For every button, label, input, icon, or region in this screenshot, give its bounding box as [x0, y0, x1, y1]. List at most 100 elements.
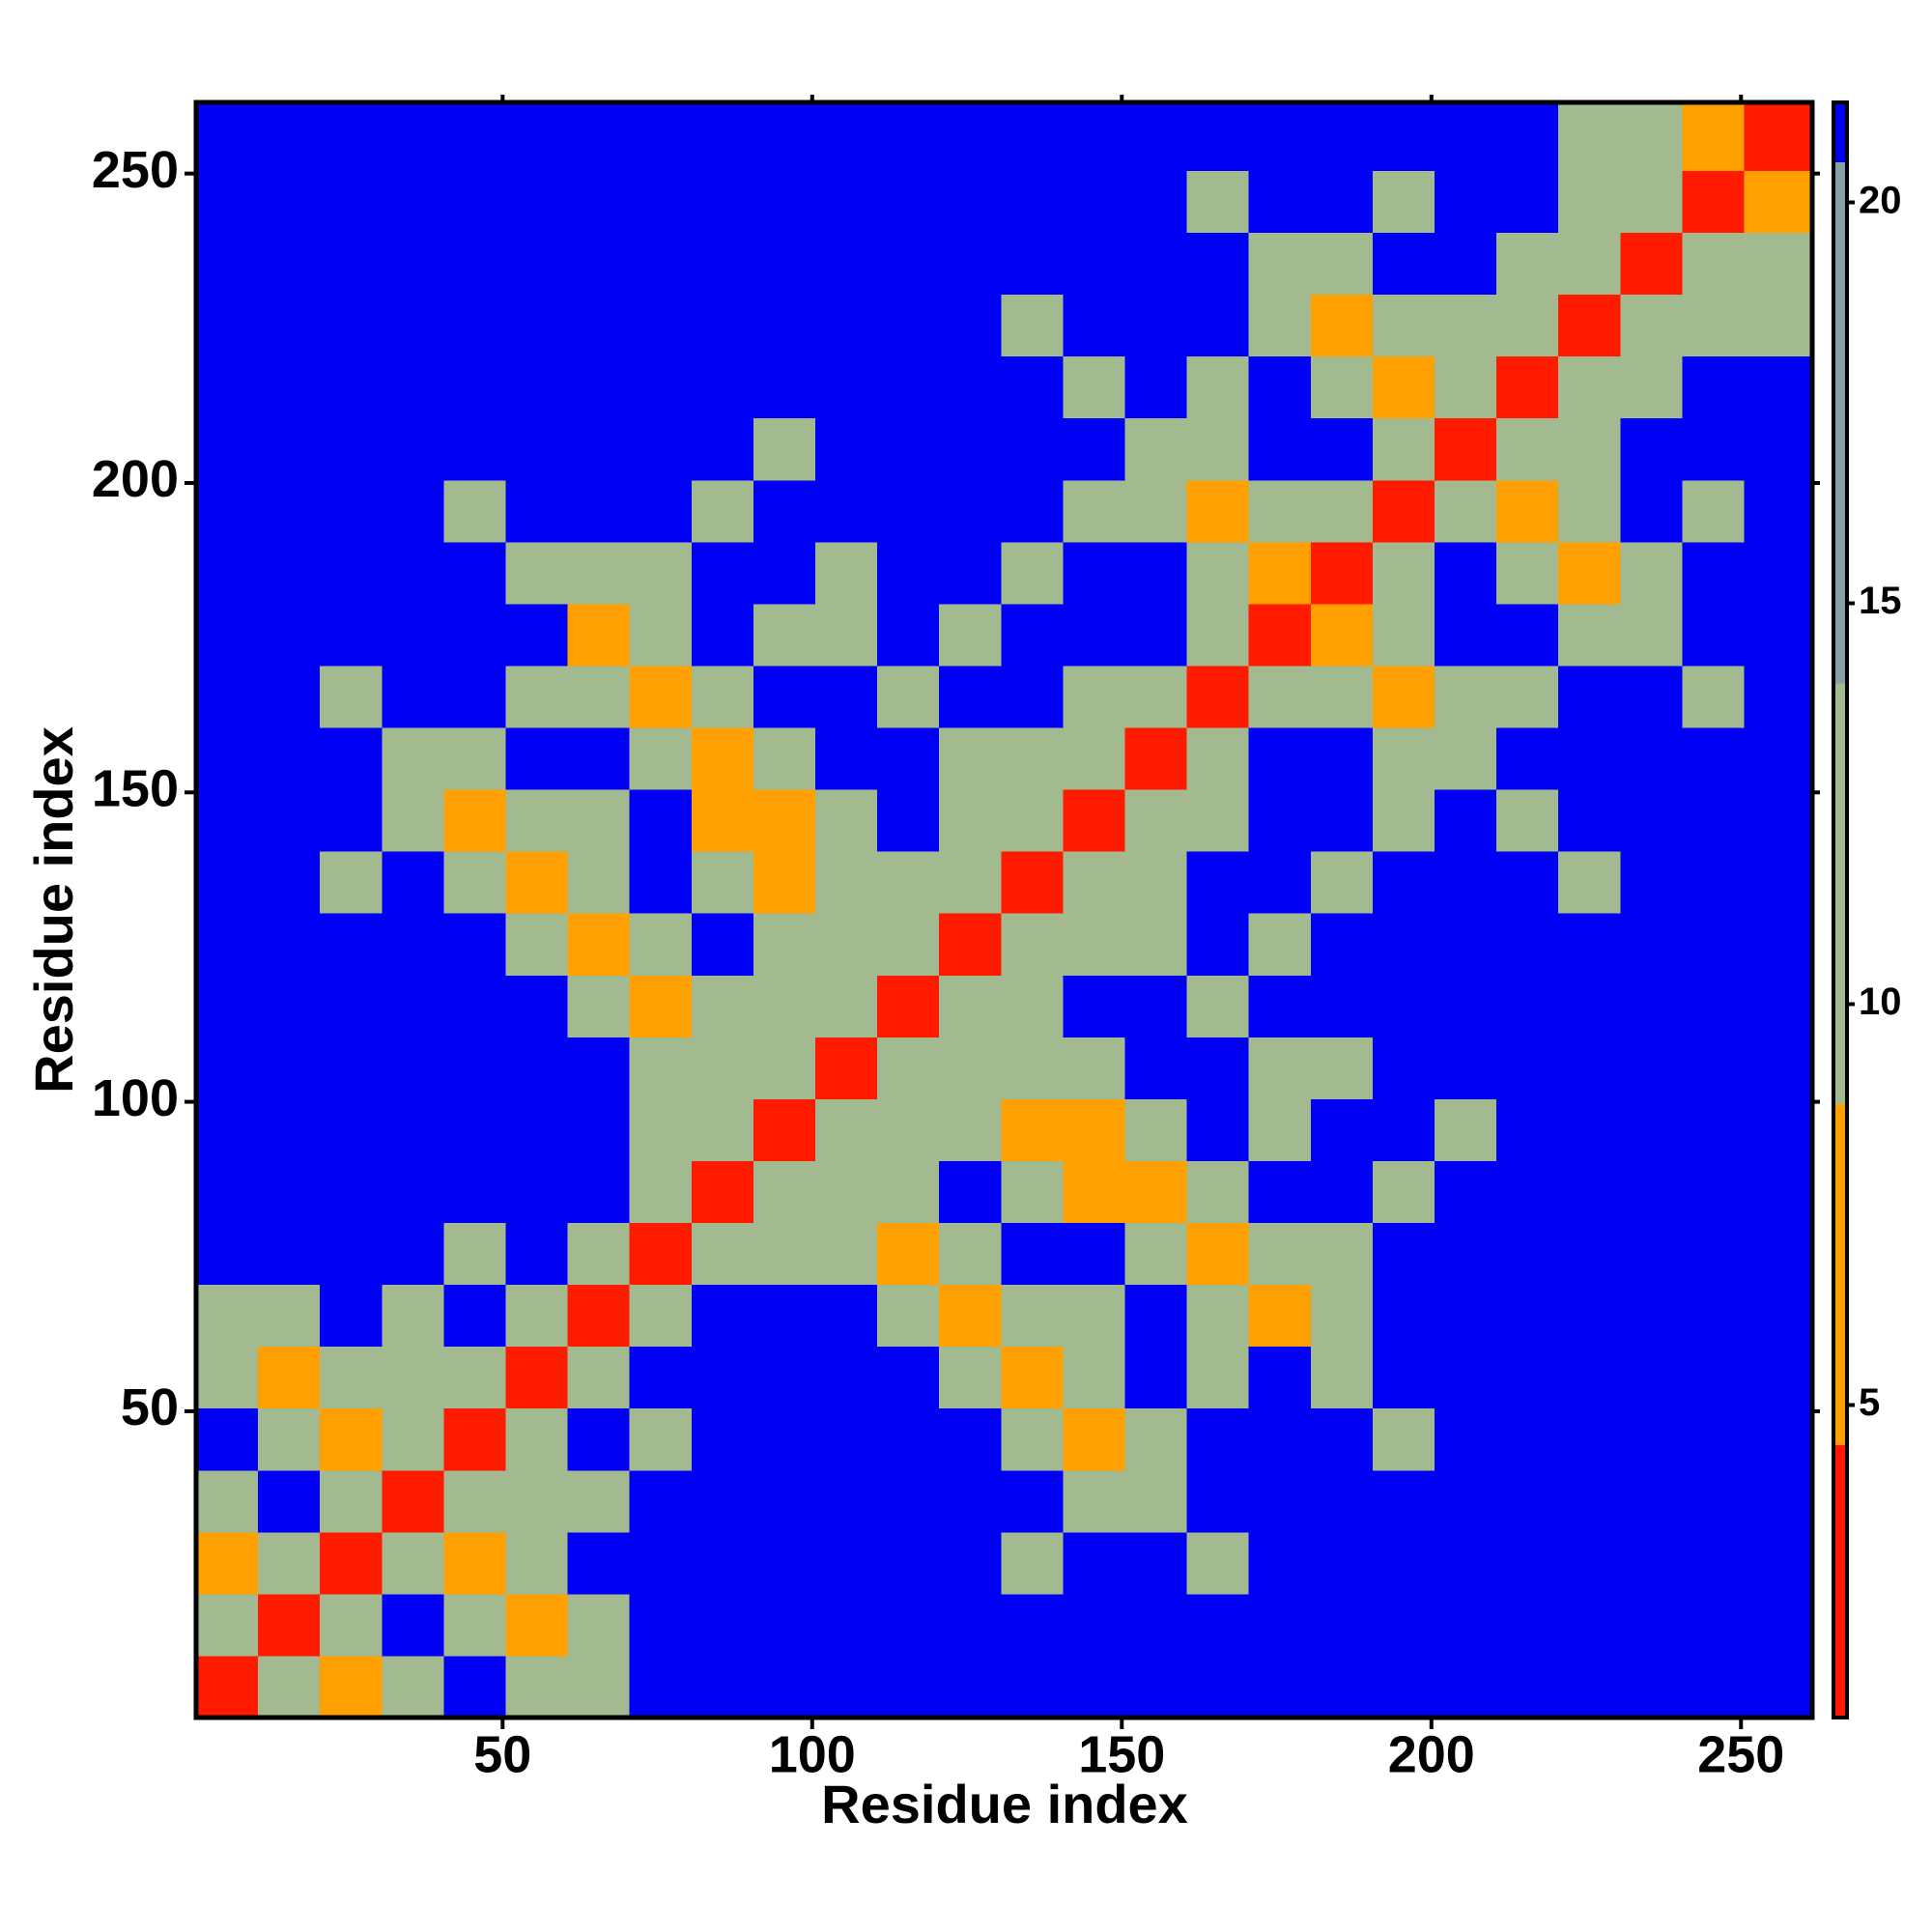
- cell: [629, 1531, 693, 1595]
- cell: [1682, 479, 1745, 543]
- cell: [691, 417, 754, 481]
- cell: [505, 170, 569, 234]
- cell: [1558, 1407, 1621, 1471]
- cell: [1744, 789, 1813, 852]
- cell: [1744, 541, 1813, 605]
- cell: [629, 665, 693, 728]
- cell: [1434, 975, 1497, 1037]
- cell: [1310, 294, 1374, 357]
- cell: [382, 1346, 444, 1409]
- cell: [1496, 294, 1559, 357]
- cell: [1682, 1160, 1745, 1224]
- cell: [1310, 1098, 1374, 1161]
- cell: [1310, 1531, 1374, 1595]
- x-tick-label: 150: [1078, 1725, 1165, 1783]
- cell: [1124, 1531, 1188, 1595]
- cell: [1124, 789, 1188, 852]
- cell: [691, 1593, 754, 1657]
- cell: [1063, 1160, 1125, 1224]
- cell: [1434, 102, 1497, 171]
- cell: [629, 541, 693, 605]
- cell: [567, 1284, 631, 1348]
- cell: [567, 170, 631, 234]
- cell: [1372, 417, 1435, 481]
- cell: [505, 603, 569, 667]
- cell: [1186, 975, 1250, 1037]
- y-axis-title: Residue index: [23, 726, 84, 1094]
- cell: [505, 355, 569, 419]
- cell: [939, 1222, 1002, 1286]
- cell: [1248, 170, 1312, 234]
- cell: [1620, 1655, 1683, 1719]
- cell: [320, 851, 383, 914]
- cell: [567, 851, 631, 914]
- cell: [1310, 603, 1374, 667]
- cell: [753, 170, 816, 234]
- cell: [505, 232, 569, 296]
- cell: [382, 913, 444, 976]
- cell: [1682, 1222, 1745, 1286]
- cell: [258, 232, 321, 296]
- cell: [1744, 355, 1813, 419]
- cell: [753, 1222, 816, 1286]
- cell: [1682, 851, 1745, 914]
- cell: [1744, 1531, 1813, 1595]
- cell: [814, 1407, 878, 1471]
- cell: [1063, 1346, 1125, 1409]
- cell: [629, 294, 693, 357]
- cell: [1063, 1037, 1125, 1099]
- cell: [443, 102, 506, 171]
- cell: [1001, 1222, 1064, 1286]
- cell: [196, 913, 259, 976]
- cell: [1001, 479, 1064, 543]
- cell: [939, 665, 1002, 728]
- cell: [1620, 1593, 1683, 1657]
- cell: [814, 479, 878, 543]
- cell: [814, 355, 878, 419]
- cell: [691, 102, 754, 171]
- cell: [258, 913, 321, 976]
- cell: [1372, 727, 1435, 790]
- cell: [382, 170, 444, 234]
- cell: [382, 479, 444, 543]
- cell: [567, 727, 631, 790]
- cell: [939, 727, 1002, 790]
- cell: [877, 975, 940, 1037]
- cell: [814, 102, 878, 171]
- cell: [1620, 727, 1683, 790]
- cell: [753, 665, 816, 728]
- cell: [1001, 789, 1064, 852]
- cell: [505, 294, 569, 357]
- cell: [877, 727, 940, 790]
- cell: [1001, 170, 1064, 234]
- x-tick-label: 50: [473, 1725, 531, 1783]
- cell: [320, 1284, 383, 1348]
- cell: [1063, 541, 1125, 605]
- cell: [1682, 1531, 1745, 1595]
- colorbar-segment: [1833, 683, 1847, 1105]
- colorbar-segment: [1833, 102, 1847, 163]
- cell: [1310, 1346, 1374, 1409]
- cell: [753, 1531, 816, 1595]
- cell: [1248, 913, 1312, 976]
- cell: [939, 1037, 1002, 1099]
- cell: [1620, 603, 1683, 667]
- cell: [753, 913, 816, 976]
- cell: [1063, 603, 1125, 667]
- cell: [877, 1098, 940, 1161]
- cell: [196, 355, 259, 419]
- cell: [196, 1407, 259, 1471]
- cell: [258, 1655, 321, 1719]
- cell: [1496, 541, 1559, 605]
- cell: [505, 541, 569, 605]
- cell: [753, 975, 816, 1037]
- cell: [258, 665, 321, 728]
- cell: [1744, 1593, 1813, 1657]
- cell: [1744, 665, 1813, 728]
- cell: [1434, 1160, 1497, 1224]
- cell: [1496, 975, 1559, 1037]
- cell: [1186, 417, 1250, 481]
- cell: [1682, 1037, 1745, 1099]
- cell: [939, 417, 1002, 481]
- cell: [1682, 1469, 1745, 1533]
